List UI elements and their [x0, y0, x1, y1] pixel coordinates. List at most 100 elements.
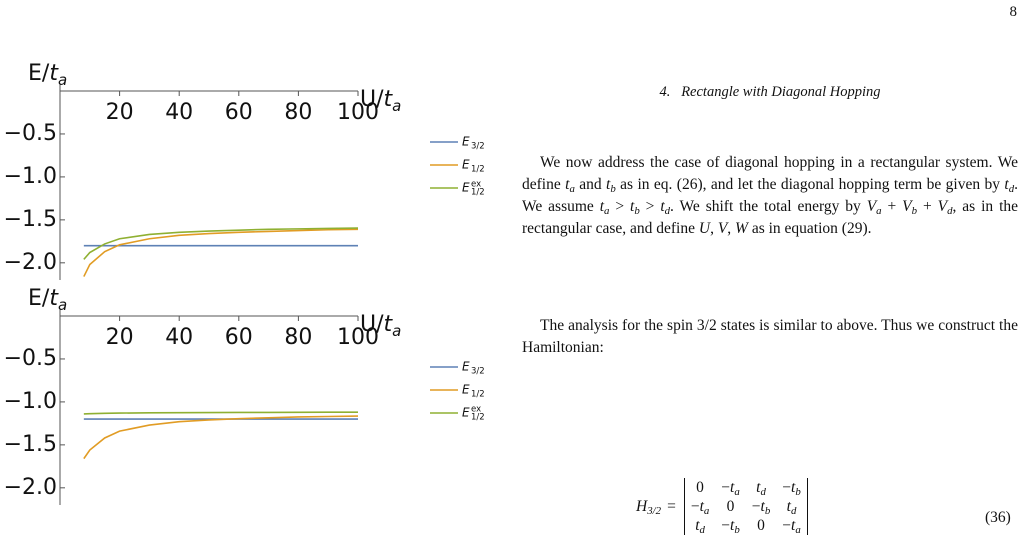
text: , as in the rectangular case, and define — [522, 198, 1019, 237]
series-line — [83, 415, 359, 460]
sign: − — [751, 498, 761, 515]
paragraph: The analysis for the spin 3/2 states is … — [522, 315, 1018, 359]
subscript: d — [1008, 183, 1015, 195]
math: td — [786, 498, 797, 517]
symbol: U — [698, 220, 711, 237]
legend-subscript: 1/2 — [471, 165, 485, 175]
subscript: b — [911, 205, 918, 217]
x-tick-label: 80 — [284, 325, 312, 350]
text: and — [574, 176, 607, 193]
subscript: d — [760, 486, 766, 498]
x-tick-label: 20 — [106, 100, 134, 125]
label-sub: a — [58, 296, 67, 314]
legend-subscript: 1/2 — [471, 188, 485, 198]
math: Va — [867, 198, 882, 216]
symbol: t — [730, 479, 735, 496]
matrix-cell: td — [746, 478, 776, 497]
subscript: b — [734, 524, 740, 536]
sign: − — [721, 517, 731, 534]
y-tick-label: −1.5 — [4, 432, 57, 457]
symbol: t — [660, 198, 665, 215]
symbol: t — [630, 198, 635, 215]
math: td — [660, 198, 671, 217]
label-var: t — [49, 286, 59, 311]
section-number: 4. — [659, 84, 671, 100]
x-tick-label: 100 — [337, 100, 379, 125]
math: td — [756, 479, 766, 498]
subscript: 3/2 — [647, 504, 662, 517]
subscript: a — [795, 524, 801, 536]
text: as in equation (29). — [747, 220, 872, 237]
legend-label: E — [462, 383, 470, 397]
text: . We assume — [522, 176, 1018, 215]
equals: = — [667, 497, 676, 515]
sign: − — [782, 517, 792, 534]
symbol: V — [717, 220, 728, 237]
subscript: b — [764, 505, 771, 517]
label-sub: a — [58, 71, 67, 89]
y-axis-label: E/ta — [28, 61, 67, 89]
y-tick-label: −2.0 — [4, 250, 57, 275]
x-tick-label: 20 — [106, 325, 134, 350]
sign: − — [782, 479, 792, 496]
math: ta — [565, 176, 575, 195]
symbol: t — [606, 176, 611, 193]
x-axis-label: U/ta — [360, 312, 401, 340]
text: + — [917, 198, 938, 215]
subscript: b — [634, 205, 640, 217]
legend-label: E — [462, 158, 470, 172]
matrix-cell: −ta — [776, 516, 807, 535]
math: tb — [606, 176, 616, 194]
matrix-row: td −tb 0 −ta — [684, 516, 807, 535]
matrix-cell: −tb — [746, 497, 776, 516]
y-axis-label: E/ta — [28, 286, 67, 314]
symbol: V — [937, 198, 948, 215]
label-var: t — [49, 61, 59, 86]
equation: H3/2 = 0 −ta td −tb −ta 0 −tb td td −tb 0 −ta — [636, 478, 808, 535]
label-text: E/ — [28, 61, 50, 86]
symbol: t — [695, 517, 700, 534]
matrix: 0 −ta td −tb −ta 0 −tb td td −tb 0 −ta — [683, 478, 808, 535]
matrix-cell: −ta — [684, 497, 715, 516]
text: as in eq. (26), and let the diagonal hop… — [615, 176, 1005, 193]
x-tick-label: 80 — [284, 100, 312, 125]
legend-subscript: 1/2 — [471, 413, 485, 423]
series-line — [83, 411, 358, 415]
legend-label: E — [462, 360, 470, 374]
x-tick-label: 60 — [225, 100, 253, 125]
subscript: d — [664, 205, 671, 217]
subscript: a — [569, 183, 575, 195]
text: The analysis for the spin 3/2 states is … — [522, 317, 1018, 356]
legend-label: E — [462, 135, 470, 149]
y-tick-label: −1.5 — [4, 207, 57, 232]
math: U — [699, 220, 710, 237]
subscript: a — [734, 486, 740, 498]
matrix-cell: −tb — [715, 516, 745, 535]
subscript: d — [790, 505, 797, 517]
label-var: t — [384, 312, 394, 337]
matrix-cell: 0 — [746, 516, 776, 535]
legend-subscript: 3/2 — [471, 142, 485, 152]
math: −ta — [691, 498, 709, 516]
text: , — [710, 220, 718, 237]
label-var: t — [384, 87, 394, 112]
text: . We shift the total energy by — [670, 198, 867, 215]
legend-superscript: ex — [471, 180, 481, 190]
symbol: t — [730, 517, 735, 534]
symbol: t — [791, 517, 796, 534]
text: + — [881, 198, 903, 215]
sign: − — [721, 479, 731, 496]
symbol: t — [699, 498, 704, 515]
text: We now address the case of diagonal hopp… — [522, 154, 1018, 193]
matrix-cell: td — [776, 497, 807, 516]
symbol: H — [636, 497, 648, 515]
legend-subscript: 3/2 — [471, 367, 485, 377]
legend-superscript: ex — [471, 405, 481, 415]
matrix-cell: td — [684, 516, 715, 535]
subscript: b — [795, 486, 801, 498]
symbol: W — [735, 220, 748, 237]
math: −tb — [751, 498, 771, 517]
math: −ta — [782, 517, 801, 536]
matrix-row: −ta 0 −tb td — [684, 497, 807, 516]
symbol: t — [786, 498, 791, 515]
